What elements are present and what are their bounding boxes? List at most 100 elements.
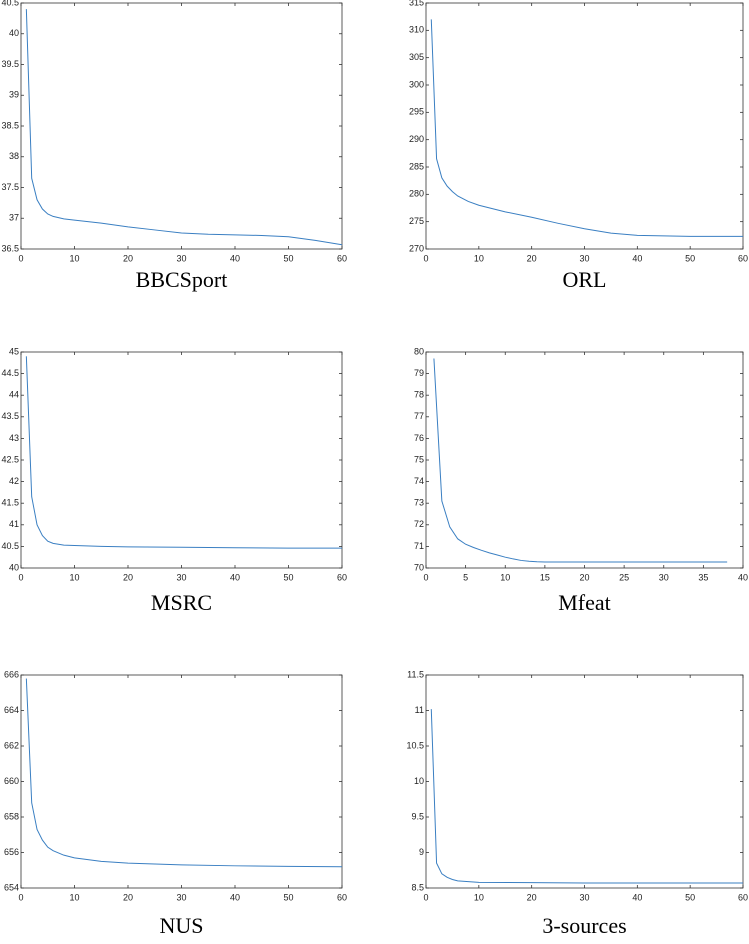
plot-frame [20, 351, 343, 569]
x-tick-label: 60 [738, 253, 748, 263]
x-tick-label: 20 [579, 572, 589, 582]
y-tick-label: 45 [9, 346, 19, 356]
y-tick-label: 9 [419, 847, 424, 857]
y-tick-label: 40.5 [1, 0, 19, 7]
y-tick-label: 41.5 [1, 498, 19, 508]
y-tick-label: 654 [4, 882, 19, 892]
x-tick-label: 30 [579, 253, 589, 263]
x-tick-label: 40 [632, 892, 642, 902]
y-tick-label: 80 [414, 346, 424, 356]
y-tick-label: 666 [4, 669, 19, 679]
y-tick-label: 42.5 [1, 454, 19, 464]
x-tick-label: 30 [579, 892, 589, 902]
x-tick-label: 10 [474, 892, 484, 902]
y-tick-label: 71 [414, 541, 424, 551]
y-tick-label: 40 [9, 562, 19, 572]
x-tick-label: 35 [698, 572, 708, 582]
y-tick-label: 660 [4, 776, 19, 786]
plot-frame [425, 674, 744, 889]
y-tick-label: 11 [415, 705, 424, 715]
x-tick-label: 10 [474, 253, 484, 263]
y-tick-label: 40 [9, 28, 19, 38]
y-tick-label: 275 [409, 216, 424, 226]
x-tick-label: 0 [423, 892, 428, 902]
x-tick-label: 25 [619, 572, 629, 582]
x-tick-label: 40 [230, 253, 240, 263]
series-line [430, 19, 743, 237]
x-tick-label: 10 [500, 572, 510, 582]
y-tick-label: 73 [414, 498, 424, 508]
x-tick-label: 20 [123, 253, 133, 263]
y-tick-label: 43.5 [1, 411, 19, 421]
series-line [433, 358, 728, 563]
y-tick-label: 280 [409, 189, 424, 199]
series-line [25, 9, 343, 246]
y-tick-label: 662 [4, 740, 19, 750]
x-tick-label: 10 [69, 253, 79, 263]
x-tick-label: 50 [283, 892, 293, 902]
x-tick-label: 30 [176, 572, 186, 582]
y-tick-label: 44.5 [1, 368, 19, 378]
x-tick-label: 40 [738, 572, 748, 582]
x-tick-label: 10 [69, 892, 79, 902]
y-tick-label: 75 [414, 454, 424, 464]
y-tick-label: 315 [409, 0, 424, 7]
x-tick-label: 40 [632, 253, 642, 263]
y-tick-label: 76 [414, 433, 424, 443]
y-tick-label: 40.5 [1, 541, 19, 551]
x-tick-label: 5 [463, 572, 468, 582]
x-tick-label: 20 [527, 892, 537, 902]
y-tick-label: 41 [9, 519, 19, 529]
y-tick-label: 43 [9, 433, 19, 443]
y-tick-label: 39 [9, 90, 19, 100]
x-tick-label: 20 [123, 892, 133, 902]
x-tick-label: 0 [18, 572, 23, 582]
y-tick-label: 270 [409, 243, 424, 253]
chart-title: 3-sources [542, 913, 626, 938]
x-tick-label: 0 [18, 892, 23, 902]
plot-frame [20, 2, 343, 250]
y-tick-label: 9.5 [411, 811, 424, 821]
y-tick-label: 10 [414, 776, 424, 786]
x-tick-label: 50 [283, 253, 293, 263]
y-tick-label: 290 [409, 134, 424, 144]
y-tick-label: 36.5 [1, 243, 19, 253]
y-tick-label: 664 [4, 705, 19, 715]
y-tick-label: 79 [414, 368, 424, 378]
y-tick-label: 10.5 [406, 740, 424, 750]
x-tick-label: 15 [540, 572, 550, 582]
y-tick-label: 44 [9, 390, 19, 400]
plot-frame [425, 2, 744, 250]
chart-title: NUS [159, 913, 203, 938]
y-tick-label: 78 [414, 390, 424, 400]
y-tick-label: 74 [414, 476, 424, 486]
x-tick-label: 0 [18, 253, 23, 263]
x-tick-label: 10 [69, 572, 79, 582]
x-tick-label: 50 [685, 253, 695, 263]
y-tick-label: 70 [414, 562, 424, 572]
y-tick-label: 42 [9, 476, 19, 486]
x-tick-label: 30 [659, 572, 669, 582]
y-tick-label: 11.5 [407, 669, 424, 679]
y-tick-label: 8.5 [411, 882, 424, 892]
plot-frame [425, 351, 744, 569]
series-line [25, 678, 343, 868]
y-tick-label: 305 [409, 52, 424, 62]
y-tick-label: 658 [4, 811, 19, 821]
x-tick-label: 50 [283, 572, 293, 582]
x-tick-label: 0 [423, 572, 428, 582]
y-tick-label: 37.5 [1, 182, 19, 192]
x-tick-label: 60 [337, 572, 347, 582]
x-tick-label: 0 [423, 253, 428, 263]
x-tick-label: 60 [337, 253, 347, 263]
x-tick-label: 60 [337, 892, 347, 902]
x-tick-label: 30 [176, 253, 186, 263]
series-line [430, 709, 743, 884]
series-line [25, 356, 342, 549]
y-tick-label: 656 [4, 847, 19, 857]
y-tick-label: 310 [409, 25, 424, 35]
x-tick-label: 60 [738, 892, 748, 902]
x-tick-label: 50 [685, 892, 695, 902]
